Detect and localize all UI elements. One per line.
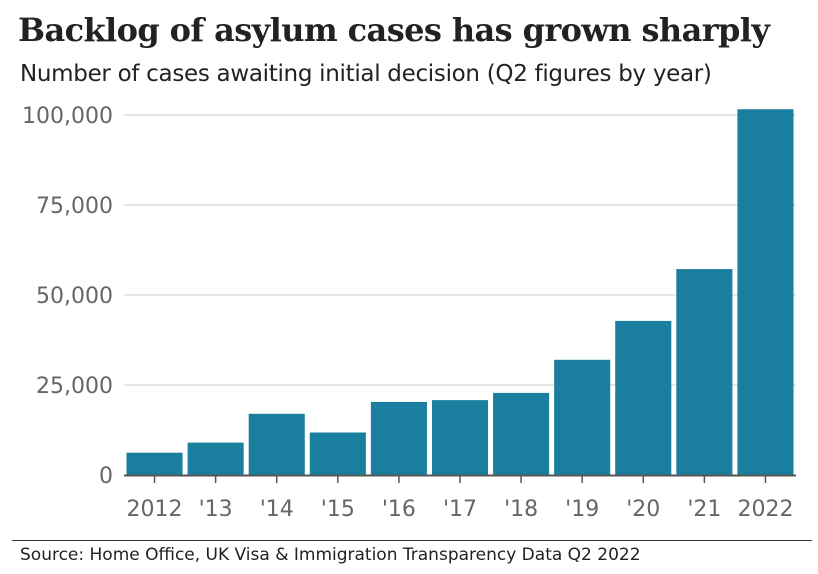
bar-14	[248, 413, 305, 475]
y-tick-label: 0	[99, 464, 113, 489]
bar-21	[676, 269, 733, 475]
bar-16	[370, 401, 427, 475]
x-tick-label: '16	[382, 497, 416, 522]
x-tick-label: '17	[443, 497, 477, 522]
y-tick-label: 75,000	[36, 194, 113, 219]
bar-2012	[126, 452, 183, 475]
chart-title: Backlog of asylum cases has grown sharpl…	[18, 11, 770, 49]
x-tick-label: '21	[687, 497, 721, 522]
source-divider	[12, 540, 812, 541]
x-tick-label: '15	[321, 497, 355, 522]
bar-2022	[737, 109, 794, 476]
x-axis	[124, 474, 796, 483]
x-tick-label: '14	[260, 497, 294, 522]
y-tick-label: 50,000	[36, 284, 113, 309]
bars	[126, 109, 794, 476]
x-tick-label: '18	[504, 497, 538, 522]
x-tick-label: 2022	[737, 497, 793, 522]
x-tick-label: '19	[565, 497, 599, 522]
bar-19	[554, 359, 611, 475]
bar-17	[431, 400, 489, 475]
y-tick-label: 25,000	[36, 374, 113, 399]
source-note: Source: Home Office, UK Visa & Immigrati…	[20, 545, 641, 565]
chart-subtitle: Number of cases awaiting initial decisio…	[20, 61, 712, 87]
bar-20	[615, 320, 672, 475]
bar-15	[309, 432, 366, 475]
bar-18	[493, 392, 550, 475]
x-axis-tick-labels: 2012 '13 '14 '15 '16 '17 '18 '19 '20 '21 2022	[127, 497, 794, 522]
x-tick-label: 2012	[127, 497, 183, 522]
bar-13	[187, 442, 244, 475]
y-tick-label: 100,000	[22, 104, 113, 129]
bar-chart: 0 25,000 50,000 75,000 100,000 2012 '13 '14 '15…	[22, 104, 796, 522]
x-tick-label: '13	[199, 497, 233, 522]
y-axis-tick-labels: 0 25,000 50,000 75,000 100,000	[22, 104, 113, 489]
x-tick-label: '20	[626, 497, 660, 522]
